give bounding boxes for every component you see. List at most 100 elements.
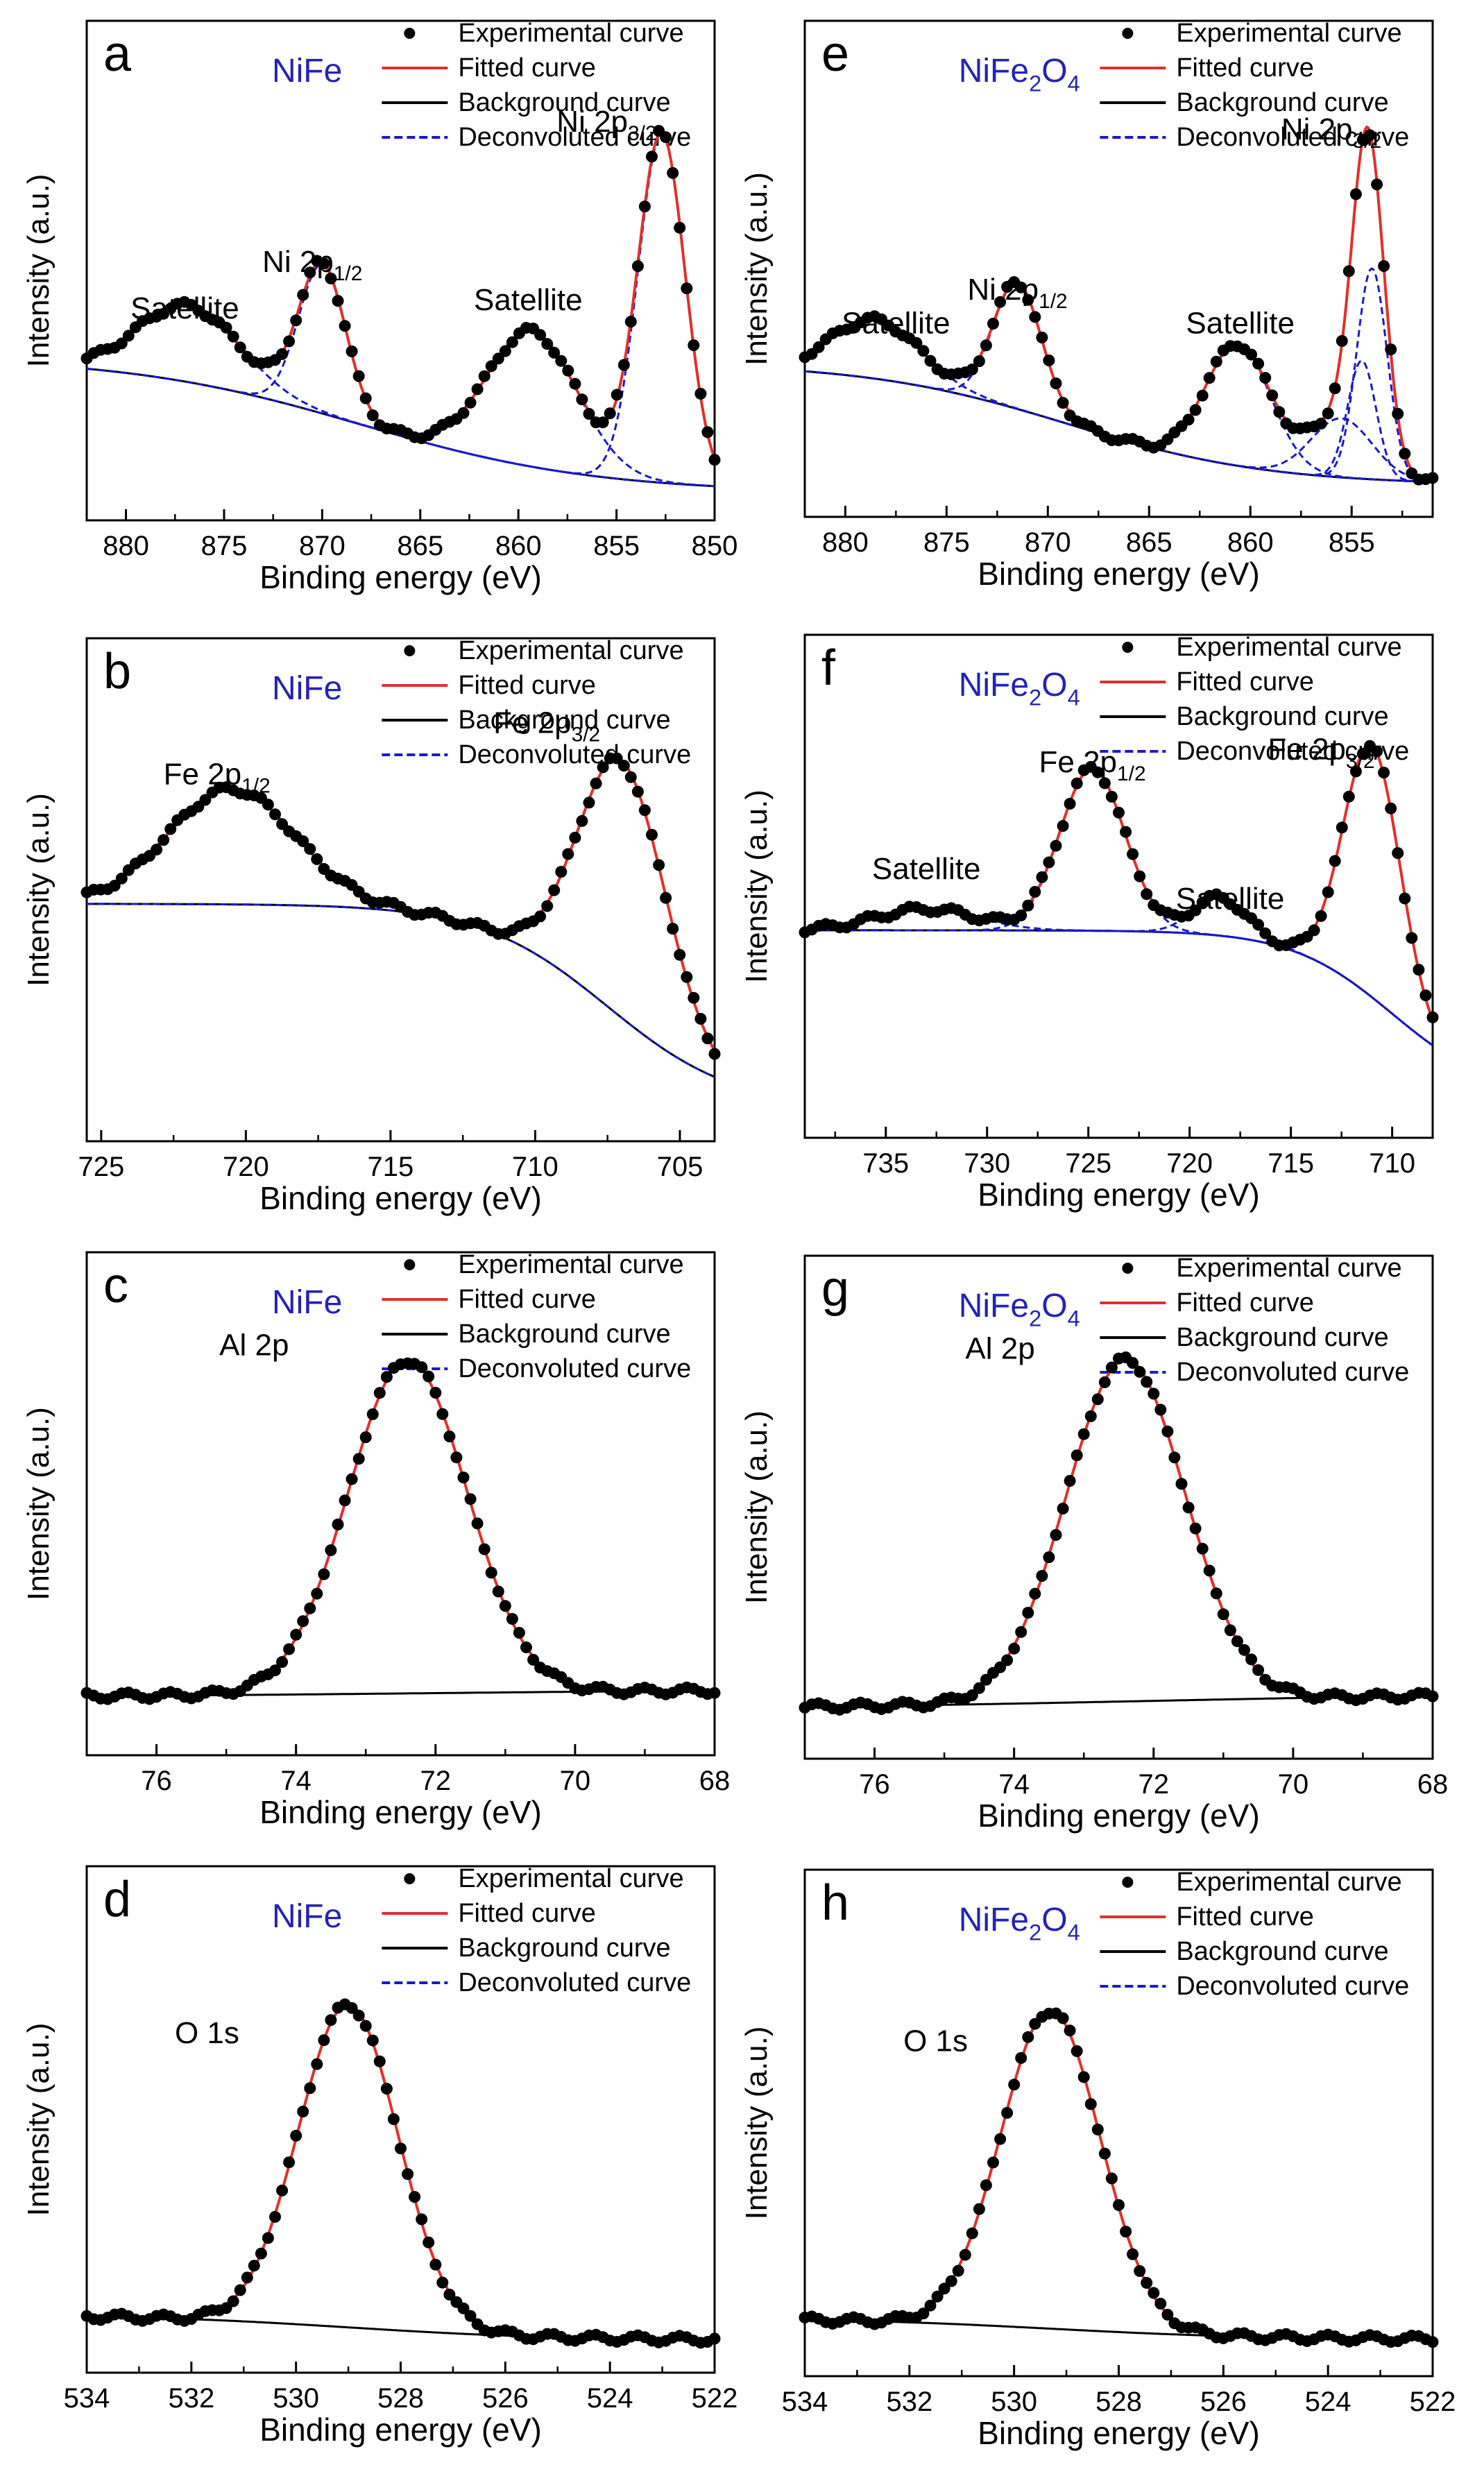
legend-label-experimental: Experimental curve <box>1176 19 1401 48</box>
experimental-point <box>1161 2308 1174 2321</box>
experimental-point <box>1399 892 1411 905</box>
legend-label-experimental: Experimental curve <box>1176 633 1401 662</box>
legend: Experimental curve Fitted curve Background… <box>382 636 691 769</box>
experimental-point <box>339 1494 351 1507</box>
x-tick-label: 860 <box>495 531 542 561</box>
experimental-point <box>241 2271 253 2284</box>
peak-annotation: O 1s <box>175 2016 239 2050</box>
experimental-point <box>631 785 644 798</box>
experimental-point <box>1308 924 1320 937</box>
experimental-point <box>987 2156 999 2169</box>
x-tick-label: 528 <box>1095 2387 1142 2417</box>
legend-marker-experimental <box>1122 642 1134 653</box>
peak-annotation: Fe 2p1/2 <box>164 757 271 797</box>
experimental-point <box>1413 964 1425 976</box>
experimental-point <box>457 407 470 419</box>
experimental-point <box>262 799 274 811</box>
legend-label-experimental: Experimental curve <box>458 19 683 48</box>
experimental-point <box>1001 2107 1014 2119</box>
experimental-point <box>1057 820 1069 832</box>
experimental-point <box>346 1473 358 1485</box>
plot-frame <box>803 19 1434 518</box>
x-tick-label: 715 <box>1268 1148 1314 1179</box>
x-tick-label: 526 <box>1200 2387 1247 2417</box>
peak-annotation-base: Satellite <box>474 283 583 317</box>
experimental-point <box>924 2299 937 2312</box>
experimental-point <box>115 337 128 350</box>
experimental-point <box>1105 2172 1118 2185</box>
experimental-point <box>1175 1478 1188 1490</box>
experimental-point <box>1043 355 1055 366</box>
experimental-point <box>681 282 693 295</box>
experimental-point <box>1426 472 1439 484</box>
experimental-point <box>1378 260 1390 272</box>
experimental-point <box>1154 2298 1167 2310</box>
y-axis-label: Intensity (a.u.) <box>22 1407 56 1601</box>
experimental-point <box>1266 389 1279 402</box>
deconvoluted-curve-2 <box>86 787 715 1078</box>
experimental-point <box>339 320 351 332</box>
y-axis-label: Intensity (a.u.) <box>740 1410 774 1604</box>
experimental-point <box>1148 1388 1160 1400</box>
experimental-point <box>283 1643 296 1655</box>
experimental-point <box>1091 1393 1104 1406</box>
experimental-point <box>1113 2199 1125 2211</box>
deconvoluted-curve-2 <box>805 896 1433 1047</box>
experimental-point <box>1001 1654 1014 1666</box>
experimental-point <box>959 2249 971 2261</box>
plot-frame <box>803 633 1434 1139</box>
experimental-point <box>402 2168 414 2181</box>
panel-letter: d <box>103 1872 131 1927</box>
experimental-point <box>304 843 316 855</box>
plot-frame <box>85 1251 716 1757</box>
experimental-point <box>464 396 477 409</box>
experimental-point <box>499 1600 511 1612</box>
experimental-point <box>234 2284 246 2296</box>
experimental-point <box>506 1613 518 1625</box>
experimental-point <box>450 1451 463 1464</box>
peak-annotation: Fe 2p1/2 <box>1039 745 1146 785</box>
peak-annotation-base: Fe 2p <box>164 757 242 791</box>
experimental-point <box>423 1370 435 1383</box>
experimental-point <box>1315 910 1327 922</box>
experimental-point <box>1273 406 1286 418</box>
experimental-point <box>1385 802 1397 814</box>
experimental-point <box>548 884 561 896</box>
legend-label-deconvoluted: Deconvoluted curve <box>458 740 691 769</box>
peak-annotation-base: Satellite <box>1186 306 1295 340</box>
experimental-point <box>478 1543 491 1555</box>
experimental-point <box>917 2307 930 2320</box>
x-axis-label: Binding energy (eV) <box>259 1794 542 1830</box>
legend-marker-experimental <box>1122 1263 1134 1274</box>
experimental-point <box>359 1431 372 1444</box>
x-axis-label: Binding energy (eV) <box>259 2412 542 2448</box>
experimental-point <box>590 777 602 790</box>
experimental-point <box>688 339 700 352</box>
experimental-point <box>1224 1624 1236 1637</box>
experimental-point <box>1057 1503 1069 1514</box>
sample-label-base: NiFe <box>959 1288 1029 1324</box>
x-tick-label: 530 <box>273 2383 319 2414</box>
experimental-point <box>541 338 554 350</box>
panel-e: 880 875 870 865 860 855 Binding energy (eV) Int… <box>740 19 1439 592</box>
peak-annotation-base: Satellite <box>1176 882 1285 916</box>
experimental-point <box>513 1627 525 1639</box>
experimental-point <box>220 321 232 334</box>
sample-label-o: O <box>1041 667 1067 703</box>
panel-f: 735 730 725 720 715 710 Binding energy (eV) Int… <box>740 633 1439 1213</box>
experimental-point <box>1336 335 1348 347</box>
experimental-point <box>534 910 547 923</box>
peak-annotation: Al 2p <box>965 1332 1034 1366</box>
experimental-point <box>1098 777 1111 790</box>
deconvoluted-curve-1 <box>87 2003 715 2341</box>
x-tick-label: 880 <box>103 531 149 561</box>
legend-label-fitted: Fitted curve <box>458 1899 596 1928</box>
experimental-point <box>674 948 686 961</box>
experimental-point <box>576 393 588 406</box>
experimental-point <box>534 329 547 341</box>
experimental-point <box>1134 2265 1146 2277</box>
experimental-point <box>318 2034 330 2047</box>
sample-label: NiFe2O4 <box>959 1902 1080 1945</box>
legend: Experimental curve Fitted curve Background… <box>1100 633 1409 766</box>
legend-label-background: Background curve <box>458 1934 670 1963</box>
